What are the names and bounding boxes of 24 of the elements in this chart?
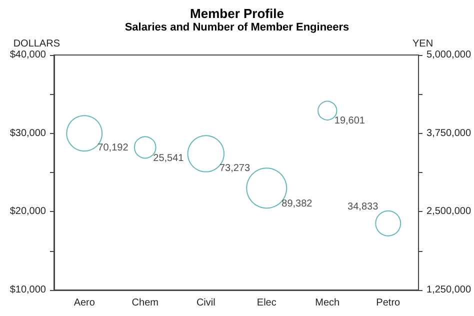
y-axis-title: DOLLARS <box>13 38 60 50</box>
y2-axis-title: YEN <box>412 38 434 50</box>
x-tick-label: Mech <box>315 298 340 308</box>
x-tick-label: Petro <box>376 298 401 308</box>
y2-tick-label: 2,500,000 <box>426 206 472 218</box>
y-tick-label: $10,000 <box>10 284 46 296</box>
annotation: 73,273 <box>219 163 250 174</box>
chart-title: Member Profile <box>190 6 284 21</box>
annotation: 25,541 <box>153 152 184 164</box>
y2-tick-label: 5,000,000 <box>426 50 472 60</box>
x-tick-label: Chem <box>132 298 158 308</box>
annotation: 70,192 <box>98 142 129 154</box>
y-tick-label: $30,000 <box>10 128 46 139</box>
x-tick-label: Civil <box>196 298 216 308</box>
annotation: 89,382 <box>282 198 313 210</box>
y2-tick-label: 3,750,000 <box>426 128 472 139</box>
annotation: 34,833 <box>348 202 379 213</box>
y2-tick-label: 1,250,000 <box>426 284 472 296</box>
x-tick-label: Elec <box>256 298 276 308</box>
x-tick-label: Aero <box>74 298 96 308</box>
y-tick-label: $40,000 <box>10 50 46 60</box>
chart-subtitle: Salaries and Number of Member Engineers <box>124 22 350 34</box>
y-tick-label: $20,000 <box>10 206 46 218</box>
annotation: 19,601 <box>334 115 366 126</box>
